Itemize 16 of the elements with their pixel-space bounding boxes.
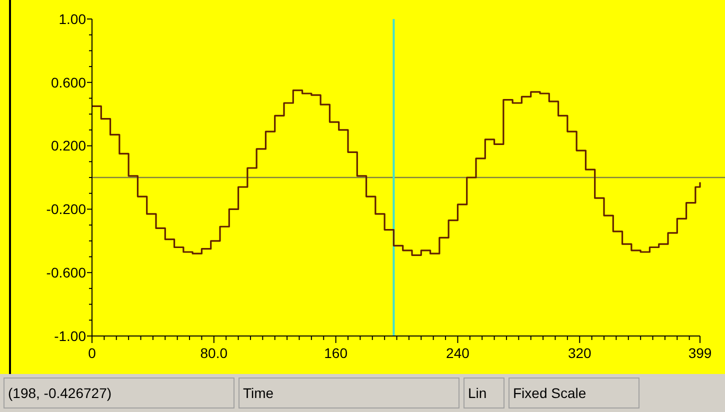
x-tick-label: 80.0: [200, 345, 228, 361]
y-tick-label: 0.600: [50, 74, 86, 90]
y-tick-label: -0.200: [46, 201, 86, 218]
text: (198, -0.426727): [8, 385, 112, 401]
x-tick-label: 0: [88, 345, 96, 361]
y-tick-label: -0.600: [46, 264, 86, 280]
x-tick-label: 399: [688, 345, 712, 361]
x-tick-label: 240: [446, 345, 470, 361]
y-tick-label: -1.00: [54, 328, 86, 344]
x-tick-label: 160: [324, 345, 348, 361]
y-tick-label: 1.00: [58, 10, 86, 27]
y-tick-label: 0.200: [50, 138, 86, 154]
text: Time: [243, 385, 274, 401]
text: Lin: [468, 385, 487, 401]
x-tick-label: 320: [568, 345, 592, 361]
text: Fixed Scale: [513, 385, 586, 401]
